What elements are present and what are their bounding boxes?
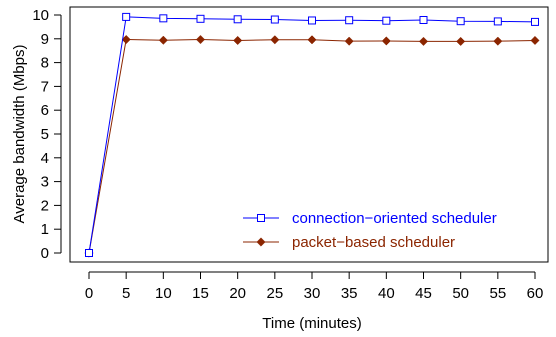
plot-frame [69, 6, 549, 263]
axes: 0 5 10 15 20 25 30 35 40 45 50 55 60012345678910Time… [11, 7, 543, 332]
data-point [85, 249, 93, 257]
legend-marker [257, 214, 265, 222]
plot-area [69, 6, 549, 263]
x-tick-label: 50 [452, 285, 469, 302]
data-point [419, 15, 428, 24]
x-tick-label: 0 [85, 285, 93, 302]
x-tick-label: 60 [527, 285, 544, 302]
legend-item: connection−oriented scheduler [243, 210, 497, 227]
data-point [531, 17, 539, 26]
legend: connection−oriented scheduler packet−base… [243, 210, 497, 251]
y-tick-label: 3 [41, 174, 49, 191]
data-point [493, 17, 502, 26]
data-point [344, 36, 354, 46]
data-point [196, 14, 205, 23]
x-tick-label: 30 [304, 285, 321, 302]
data-point [195, 34, 206, 45]
data-point [121, 34, 131, 45]
y-tick-label: 9 [41, 31, 49, 48]
x-tick-label: 40 [378, 285, 395, 302]
data-point [233, 35, 243, 46]
y-tick-label: 8 [41, 55, 49, 72]
y-axis-title: Average bandwidth (Mbps) [11, 45, 28, 224]
y-tick-label: 1 [41, 221, 49, 238]
x-tick-label: 25 [266, 285, 283, 302]
data-point [418, 36, 429, 46]
data-point [270, 35, 280, 45]
data-point [308, 16, 316, 25]
y-tick-label: 7 [41, 78, 49, 95]
x-axis-title: Time (minutes) [262, 315, 361, 332]
data-point [345, 16, 354, 25]
data-point [233, 15, 242, 24]
legend-marker [256, 237, 266, 247]
x-tick-label: 55 [489, 285, 506, 302]
data-point [158, 35, 168, 45]
data-point [159, 14, 168, 23]
data-point [270, 15, 279, 24]
series-group [84, 12, 540, 258]
legend-label: packet−based scheduler [292, 234, 455, 251]
data-point [307, 35, 317, 45]
y-tick-label: 6 [41, 102, 49, 119]
data-point [382, 16, 391, 25]
x-tick-label: 45 [415, 285, 432, 302]
data-point [381, 36, 391, 46]
data-point [530, 35, 540, 46]
legend-item: packet−based scheduler [243, 234, 455, 251]
data-point [122, 12, 131, 21]
x-tick-label: 10 [155, 285, 172, 302]
x-tick-label: 35 [341, 285, 358, 302]
x-tick-label: 5 [122, 285, 130, 302]
x-tick-label: 15 [192, 285, 209, 302]
y-tick-label: 0 [41, 245, 49, 262]
y-tick-label: 10 [32, 7, 49, 24]
data-point [456, 36, 466, 46]
data-point [493, 36, 503, 46]
y-tick-label: 2 [41, 197, 49, 214]
data-point [456, 17, 465, 26]
y-tick-label: 5 [41, 126, 49, 143]
x-tick-label: 20 [229, 285, 246, 302]
y-tick-label: 4 [41, 150, 49, 167]
legend-label: connection−oriented scheduler [292, 210, 497, 227]
series-1 [85, 12, 539, 257]
